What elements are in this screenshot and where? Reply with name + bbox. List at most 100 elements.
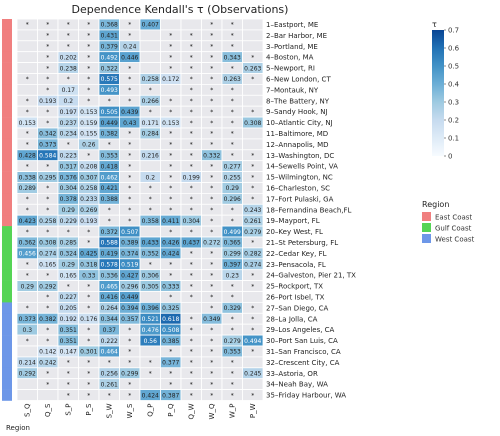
cell-value-label: 0.192 bbox=[60, 316, 77, 323]
cell-value-label: * bbox=[210, 360, 213, 367]
cell-value-label: * bbox=[46, 207, 49, 214]
cell-value-label: 0.351 bbox=[60, 327, 77, 334]
region-legend-label: East Coast bbox=[435, 214, 472, 222]
heatmap-cell bbox=[16, 84, 38, 96]
cell-value-label: * bbox=[26, 261, 29, 268]
cell-value-label: * bbox=[46, 109, 49, 116]
colorbar-tick-label: 0.5 bbox=[448, 63, 459, 71]
cell-value-label: * bbox=[169, 152, 172, 159]
cell-value-label: 0.295 bbox=[39, 174, 56, 181]
cell-value-label: * bbox=[46, 381, 49, 388]
column-label: P_S bbox=[85, 403, 93, 416]
cell-value-label: * bbox=[169, 163, 172, 170]
cell-value-label: * bbox=[87, 294, 90, 301]
heatmap-cell bbox=[139, 51, 161, 64]
cell-value-label: 0.519 bbox=[121, 261, 138, 268]
cell-value-label: 0.424 bbox=[142, 392, 159, 399]
cell-value-label: * bbox=[231, 327, 234, 334]
cell-value-label: * bbox=[87, 283, 90, 290]
cell-value-label: * bbox=[190, 338, 193, 345]
cell-value-label: * bbox=[251, 109, 254, 116]
region-bar-segment bbox=[2, 291, 12, 303]
cell-value-label: * bbox=[190, 381, 193, 388]
region-bar-segment bbox=[2, 51, 12, 63]
cell-value-label: 0.263 bbox=[224, 76, 241, 83]
cell-value-label: * bbox=[46, 229, 49, 236]
cell-value-label: * bbox=[251, 349, 254, 356]
cell-value-label: 0.29 bbox=[226, 185, 240, 192]
column-labels: S_Q Q_S S_P P_S S_W W_S Q_P P_Q Q_W W_Q W_P P_W bbox=[23, 403, 257, 419]
column-label: Q_W bbox=[187, 403, 195, 419]
cell-value-label: * bbox=[87, 76, 90, 83]
cell-value-label: 0.418 bbox=[101, 163, 118, 170]
cell-value-label: * bbox=[169, 109, 172, 116]
cell-value-label: 0.353 bbox=[101, 152, 118, 159]
heatmap-cell bbox=[242, 127, 264, 140]
cell-value-label: 0.2 bbox=[63, 98, 73, 105]
cell-value-label: * bbox=[210, 142, 213, 149]
colorbar: τ 0 0.1 0.2 0.3 0.4 0.5 0.6 0.7 bbox=[432, 20, 460, 161]
cell-value-label: * bbox=[169, 43, 172, 50]
cell-value-label: * bbox=[87, 98, 90, 105]
cell-value-label: * bbox=[46, 120, 49, 127]
cell-value-label: * bbox=[87, 240, 90, 247]
heatmap-cell bbox=[16, 29, 38, 42]
row-label: 32–Crescent City, CA bbox=[266, 359, 340, 367]
cell-value-label: * bbox=[190, 261, 193, 268]
heatmap-cell bbox=[180, 301, 202, 314]
cell-value-label: * bbox=[190, 251, 193, 258]
region-bar-segment bbox=[2, 73, 12, 85]
heatmap-cell bbox=[139, 138, 161, 151]
cell-value-label: 0.171 bbox=[142, 120, 159, 127]
cell-value-label: * bbox=[231, 131, 234, 138]
cell-value-label: * bbox=[128, 174, 131, 181]
cell-value-label: 0.255 bbox=[224, 174, 241, 181]
cell-value-label: 0.26 bbox=[82, 142, 96, 149]
cell-value-label: * bbox=[210, 381, 213, 388]
region-bar-segment bbox=[2, 160, 12, 172]
cell-value-label: * bbox=[210, 338, 213, 345]
cell-value-label: * bbox=[210, 370, 213, 377]
cell-value-label: 0.397 bbox=[224, 261, 241, 268]
cell-value-label: * bbox=[128, 338, 131, 345]
region-bar-segment bbox=[2, 40, 12, 52]
cell-value-label: 0.277 bbox=[224, 163, 241, 170]
cell-value-label: * bbox=[210, 76, 213, 83]
cell-value-label: 0.476 bbox=[142, 327, 159, 334]
colorbar-tick-label: 0 bbox=[448, 153, 452, 161]
cell-value-label: 0.427 bbox=[121, 272, 138, 279]
cell-value-label: * bbox=[169, 261, 172, 268]
cell-value-label: * bbox=[87, 305, 90, 312]
cell-value-label: * bbox=[169, 381, 172, 388]
cell-value-label: 0.349 bbox=[203, 316, 220, 323]
row-label: 33–Astoria, OR bbox=[266, 370, 318, 378]
cell-value-label: 0.33 bbox=[82, 272, 96, 279]
cell-value-label: * bbox=[169, 196, 172, 203]
cell-value-label: 0.279 bbox=[244, 229, 261, 236]
region-legend-label: Gulf Coast bbox=[435, 225, 472, 233]
cell-value-label: * bbox=[210, 131, 213, 138]
cell-value-label: * bbox=[190, 87, 193, 94]
cell-value-label: 0.425 bbox=[80, 251, 97, 258]
cell-value-label: 0.304 bbox=[60, 185, 77, 192]
heatmap-cell bbox=[16, 40, 38, 53]
heatmap-cell bbox=[139, 378, 161, 391]
cell-value-label: * bbox=[108, 360, 111, 367]
heatmap-cell bbox=[16, 378, 38, 391]
cell-value-label: 0.176 bbox=[80, 316, 97, 323]
cell-value-label: 0.618 bbox=[162, 316, 179, 323]
cell-value-label: 0.493 bbox=[101, 87, 118, 94]
region-bar-segment bbox=[2, 226, 12, 238]
cell-value-label: * bbox=[128, 87, 131, 94]
cell-value-label: 0.407 bbox=[142, 22, 159, 29]
column-label: W_S bbox=[126, 403, 134, 418]
cell-value-label: 0.464 bbox=[101, 349, 118, 356]
colorbar-tick-label: 0.4 bbox=[448, 81, 460, 89]
cell-value-label: 0.238 bbox=[60, 65, 77, 72]
cell-value-label: * bbox=[251, 174, 254, 181]
cell-value-label: 0.299 bbox=[121, 370, 138, 377]
cell-value-label: * bbox=[231, 98, 234, 105]
cell-value-label: * bbox=[190, 54, 193, 61]
cell-value-label: * bbox=[190, 229, 193, 236]
cell-value-label: 0.387 bbox=[162, 392, 179, 399]
